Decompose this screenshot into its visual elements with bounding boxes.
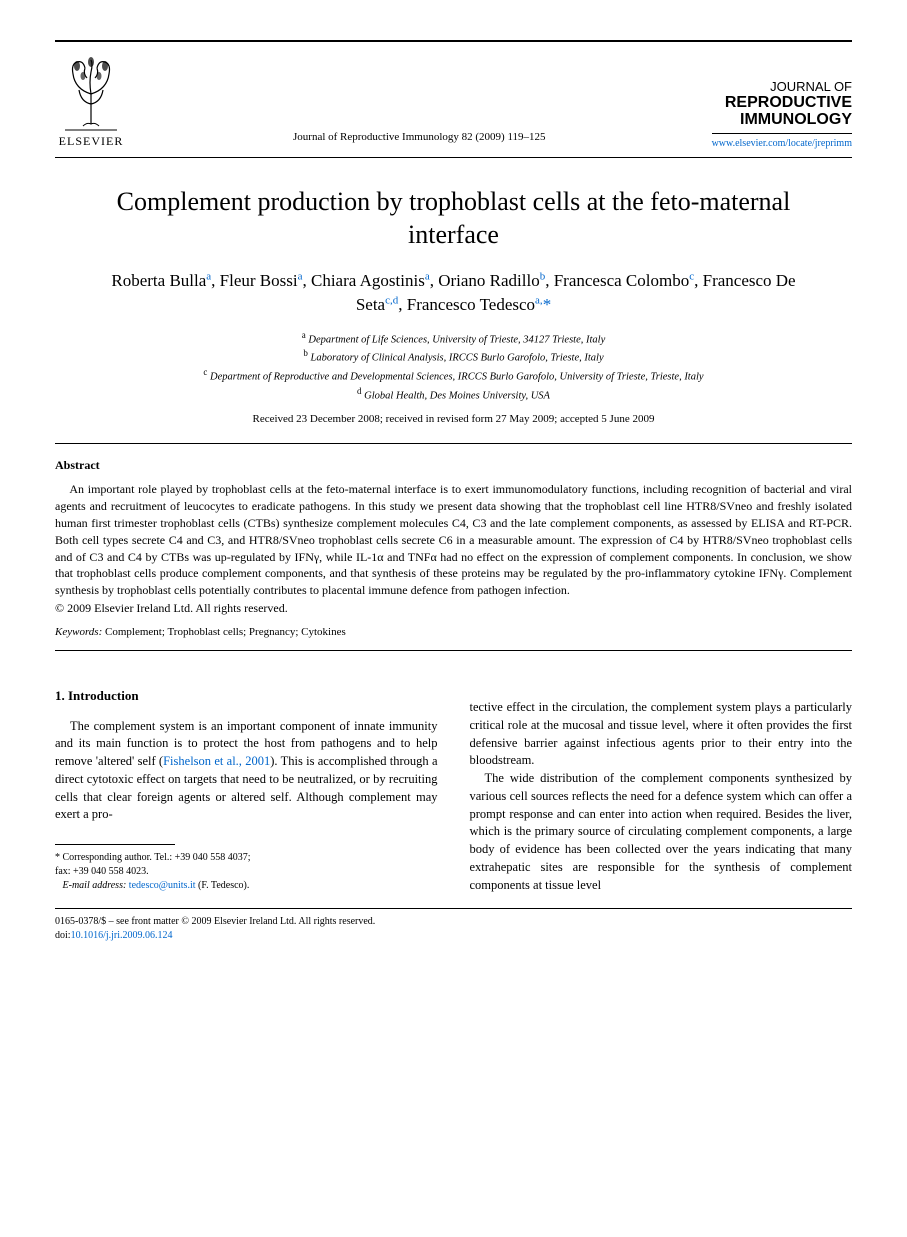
intro-para-1-cont: tective effect in the circulation, the c… (470, 699, 853, 770)
body-columns: 1. Introduction The complement system is… (55, 661, 852, 894)
email-label: E-mail address: (63, 880, 127, 891)
journal-url[interactable]: www.elsevier.com/locate/jreprimm (712, 138, 852, 149)
affiliation-a: a Department of Life Sciences, Universit… (55, 329, 852, 348)
article-title: Complement production by trophoblast cel… (115, 186, 792, 251)
citation-link[interactable]: Fishelson et al., 2001 (163, 754, 270, 768)
top-rule (55, 40, 852, 42)
intro-heading: 1. Introduction (55, 687, 438, 705)
corr-label: Corresponding author. Tel.: +39 040 558 … (63, 852, 251, 863)
elsevier-tree-icon (55, 54, 127, 132)
journal-name: JOURNAL OF REPRODUCTIVE IMMUNOLOGY (712, 80, 852, 129)
journal-line2: REPRODUCTIVE (725, 94, 852, 111)
journal-title-block: JOURNAL OF REPRODUCTIVE IMMUNOLOGY www.e… (712, 80, 852, 149)
footer: 0165-0378/$ – see front matter © 2009 El… (55, 915, 852, 943)
doi-link[interactable]: 10.1016/j.jri.2009.06.124 (71, 930, 173, 941)
corr-email[interactable]: tedesco@units.it (129, 880, 196, 891)
publisher-logo-block: ELSEVIER (55, 54, 127, 149)
intro-para-1: The complement system is an important co… (55, 718, 438, 825)
intro-para-2: The wide distribution of the complement … (470, 770, 853, 894)
article-dates: Received 23 December 2008; received in r… (55, 413, 852, 425)
journal-line3: IMMUNOLOGY (740, 111, 852, 128)
abstract-top-rule (55, 443, 852, 444)
affiliation-b: b Laboratory of Clinical Analysis, IRCCS… (55, 347, 852, 366)
column-right: tective effect in the circulation, the c… (470, 661, 853, 894)
footnote-rule (55, 844, 175, 845)
keywords-value: Complement; Trophoblast cells; Pregnancy… (105, 626, 346, 638)
footer-rule (55, 908, 852, 909)
publisher-name: ELSEVIER (59, 134, 124, 149)
authors-list: Roberta Bullaa, Fleur Bossia, Chiara Ago… (95, 269, 812, 317)
abstract-bottom-rule (55, 650, 852, 651)
affiliations: a Department of Life Sciences, Universit… (55, 329, 852, 404)
affiliation-c: c Department of Reproductive and Develop… (55, 366, 852, 385)
doi-label: doi: (55, 930, 71, 941)
footer-line1: 0165-0378/$ – see front matter © 2009 El… (55, 916, 375, 927)
abstract-copyright: © 2009 Elsevier Ireland Ltd. All rights … (55, 601, 852, 616)
affiliation-d: d Global Health, Des Moines University, … (55, 385, 852, 404)
corr-fax: fax: +39 040 558 4023. (55, 866, 149, 877)
abstract-body: An important role played by trophoblast … (55, 481, 852, 599)
keywords-label: Keywords: (55, 626, 102, 638)
journal-line1: JOURNAL OF (770, 79, 852, 94)
keywords: Keywords: Complement; Trophoblast cells;… (55, 626, 852, 638)
header-rule (55, 157, 852, 158)
citation-line: Journal of Reproductive Immunology 82 (2… (127, 131, 712, 149)
email-who: (F. Tedesco). (198, 880, 249, 891)
column-left: 1. Introduction The complement system is… (55, 661, 438, 894)
header-row: ELSEVIER Journal of Reproductive Immunol… (55, 54, 852, 149)
corresponding-author-footnote: * Corresponding author. Tel.: +39 040 55… (55, 851, 438, 893)
abstract-heading: Abstract (55, 458, 852, 473)
